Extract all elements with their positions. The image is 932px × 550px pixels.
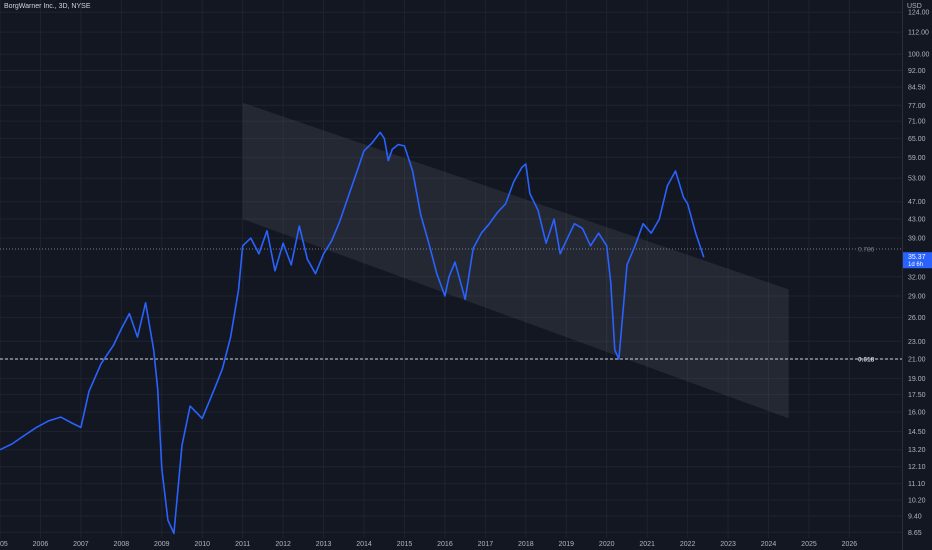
x-tick-label: 2010 (194, 541, 210, 548)
channel-fill[interactable] (242, 102, 789, 419)
price-label-box (903, 252, 932, 269)
y-tick-label: 65.00 (908, 136, 926, 143)
y-tick-label: 21.00 (908, 357, 926, 364)
y-tick-label: 14.50 (908, 429, 926, 436)
y-tick-label: 77.00 (908, 103, 926, 110)
y-tick-label: 100.00 (908, 52, 930, 59)
chart-title: BorgWarner Inc., 3D, NYSE (4, 3, 91, 10)
x-tick-label: 2013 (316, 541, 332, 548)
y-tick-label: 9.40 (908, 514, 922, 521)
grid-lines (0, 0, 902, 538)
y-tick-label: 53.00 (908, 176, 926, 183)
x-tick-label: 2015 (397, 541, 413, 548)
y-tick-label: 29.00 (908, 293, 926, 300)
y-tick-label: 84.50 (908, 85, 926, 92)
y-tick-label: 26.00 (908, 315, 926, 322)
x-tick-label: 2012 (275, 541, 291, 548)
price-label-countdown: 1d 6h (908, 262, 923, 268)
y-tick-label: 12.10 (908, 464, 926, 471)
x-tick-label: 2026 (842, 541, 858, 548)
y-tick-label: 39.00 (908, 236, 926, 243)
x-tick-label: 2011 (235, 541, 250, 548)
price-series (0, 131, 705, 535)
x-tick-label: 2009 (154, 541, 170, 548)
y-tick-label: 59.00 (908, 155, 926, 162)
x-tick-label: 2018 (518, 541, 534, 548)
y-tick-label: 71.00 (908, 119, 926, 126)
x-tick-label: 2016 (437, 541, 453, 548)
y-tick-label: 124.00 (908, 10, 930, 17)
y-tick-label: 112.00 (908, 30, 929, 37)
y-tick-label: 19.00 (908, 376, 926, 383)
y-tick-label: 10.20 (908, 498, 926, 505)
fib-label-0.786: 0.786 (858, 246, 875, 253)
x-tick-label: 2019 (558, 541, 574, 548)
x-tick-label: 2006 (33, 541, 49, 548)
x-tick-label: 2008 (114, 541, 130, 548)
x-tick-label: 2024 (761, 541, 777, 548)
y-tick-label: 11.10 (908, 481, 925, 488)
y-tick-label: 47.00 (908, 199, 926, 206)
y-tick-label: 16.00 (908, 410, 926, 417)
price-line (0, 131, 705, 535)
time-axis[interactable]: 2005 2006 2007 2008 2009 2010 2011 2012 2013 2014… (0, 541, 857, 548)
x-tick-label: 2020 (599, 541, 615, 548)
x-tick-label: 2023 (720, 541, 736, 548)
x-tick-label: 2005 (0, 541, 8, 548)
x-tick-label: 2025 (801, 541, 817, 548)
y-tick-label: 17.50 (908, 392, 926, 399)
x-tick-label: 2017 (478, 541, 494, 548)
x-tick-label: 2007 (73, 541, 89, 548)
axis-unit-label: USD (907, 3, 922, 10)
fib-label-0.618: 0.618 (858, 357, 875, 364)
y-tick-label: 92.00 (908, 68, 926, 75)
y-tick-label: 13.20 (908, 447, 926, 454)
x-tick-label: 2022 (680, 541, 696, 548)
price-label-value: 35.37 (908, 254, 926, 261)
fib-levels[interactable]: 0.786 0.618 (0, 246, 902, 364)
y-tick-label: 8.65 (908, 530, 922, 537)
price-axis[interactable]: 124.00 112.00 100.00 92.00 84.50 77.00 71.00 65… (908, 10, 930, 537)
y-tick-label: 32.00 (908, 274, 926, 281)
y-tick-label: 43.00 (908, 217, 926, 224)
y-tick-label: 23.00 (908, 339, 926, 346)
x-tick-label: 2014 (356, 541, 372, 548)
x-tick-label: 2021 (639, 541, 655, 548)
regression-channel[interactable] (242, 102, 789, 419)
